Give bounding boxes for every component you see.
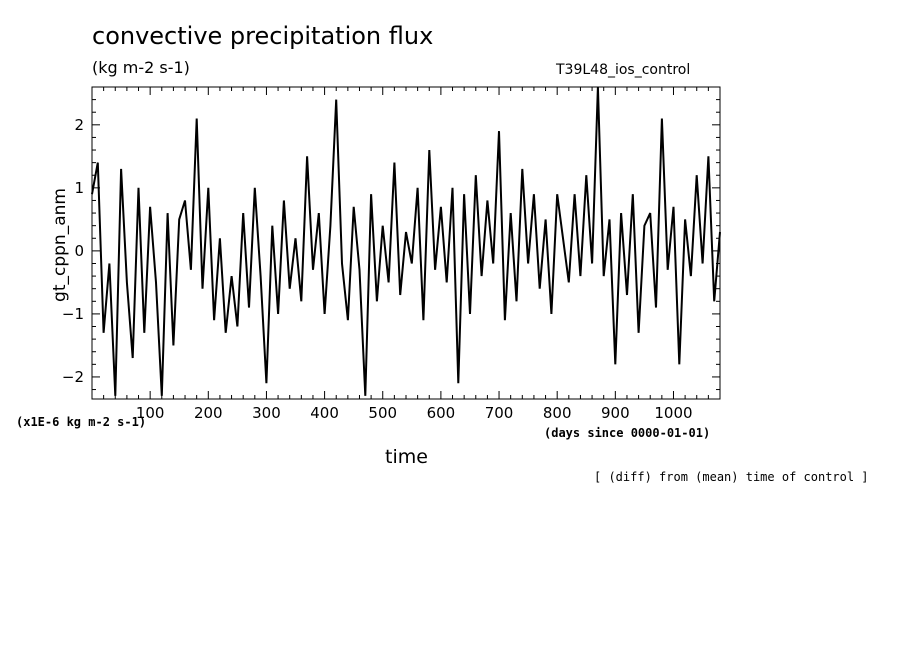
chart-title: convective precipitation flux xyxy=(92,22,434,50)
chart-units: (kg m-2 s-1) xyxy=(92,58,190,77)
x-tick-label: 200 xyxy=(194,404,223,422)
x-tick-label: 700 xyxy=(485,404,514,422)
plot-frame xyxy=(91,86,721,400)
x-tick-label: 900 xyxy=(601,404,630,422)
footnote: [ (diff) from (mean) time of control ] xyxy=(594,470,869,484)
x-axis-units: (days since 0000-01-01) xyxy=(544,426,711,440)
axis-ticks: 100 200 300 400 500 600 700 800 900 1000 −2 −1 0 1 2 xyxy=(62,86,720,422)
run-label: T39L48_ios_control xyxy=(556,62,691,78)
y-tick-label: −2 xyxy=(62,368,84,386)
x-tick-label: 800 xyxy=(543,404,572,422)
y-tick-label: 1 xyxy=(74,179,84,197)
x-tick-label: 1000 xyxy=(654,404,692,422)
y-tick-label: 2 xyxy=(74,116,84,134)
x-tick-label: 300 xyxy=(252,404,281,422)
x-tick-label: 100 xyxy=(136,404,165,422)
x-tick-label: 600 xyxy=(427,404,456,422)
x-axis-label: time xyxy=(385,446,428,468)
x-tick-label: 400 xyxy=(310,404,339,422)
y-tick-label: 0 xyxy=(74,242,84,260)
y-scale-note: (x1E-6 kg m-2 s-1) xyxy=(16,415,147,429)
x-tick-label: 500 xyxy=(368,404,397,422)
data-line xyxy=(91,86,721,396)
y-tick-label: −1 xyxy=(62,305,84,323)
y-axis-label: gt_cppn_anm xyxy=(50,188,70,302)
